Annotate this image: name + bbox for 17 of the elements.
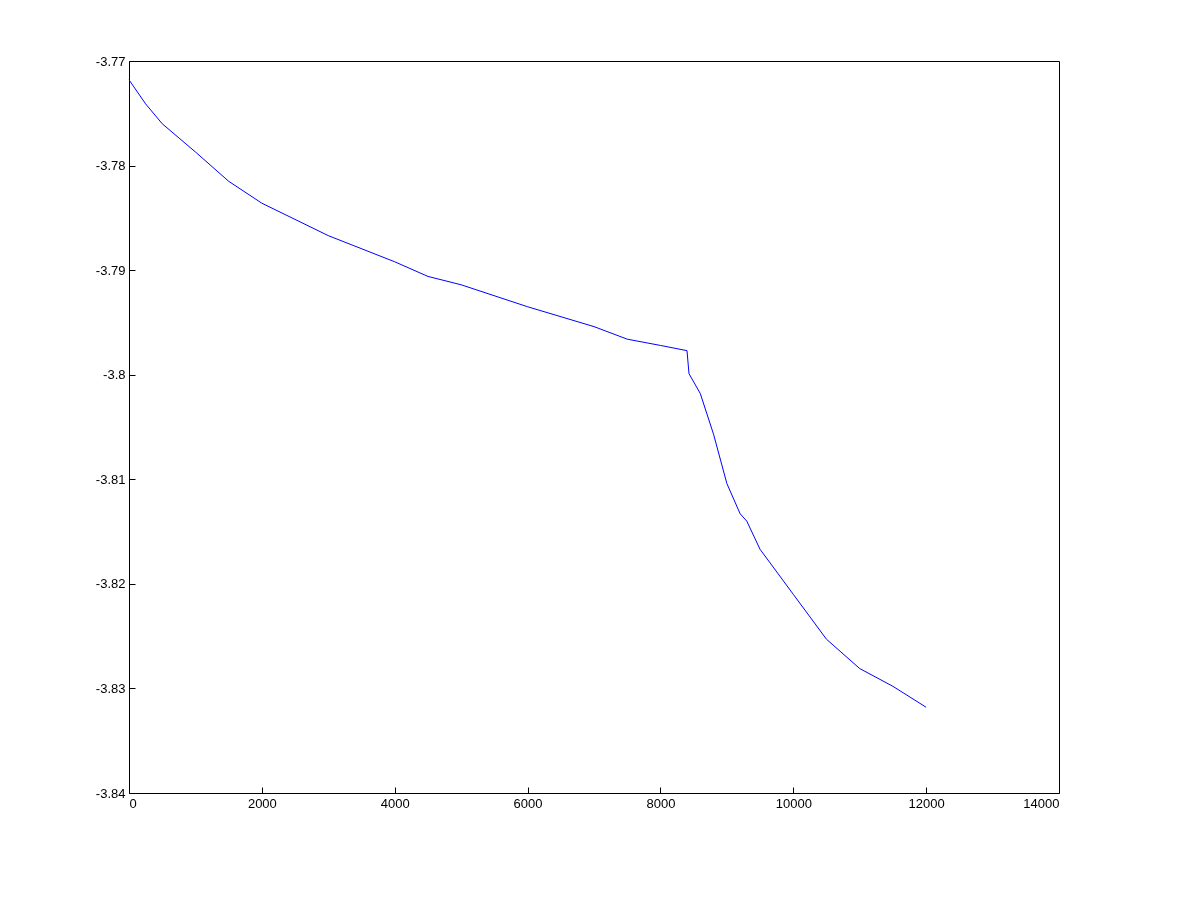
y-tick-label: -3.83 <box>95 680 126 696</box>
y-tick-label: -3.77 <box>95 53 126 69</box>
x-tick-label: 12000 <box>908 795 945 811</box>
y-tick-label: -3.79 <box>95 262 126 278</box>
y-tick-label: -3.82 <box>95 576 126 592</box>
y-tick-label: -3.84 <box>95 785 126 801</box>
x-tick-label: 2000 <box>247 795 277 811</box>
y-tick-label: -3.8 <box>103 367 126 383</box>
x-tick-label: 0 <box>129 795 137 811</box>
line-series <box>128 79 927 708</box>
x-tick-label: 14000 <box>1023 795 1060 811</box>
y-tick-label: -3.78 <box>95 158 126 174</box>
x-tick-label: 4000 <box>380 795 410 811</box>
x-tick-label: 8000 <box>646 795 676 811</box>
x-tick-label: 6000 <box>513 795 543 811</box>
x-tick-label: 10000 <box>775 795 812 811</box>
y-tick-label: -3.81 <box>95 471 126 487</box>
